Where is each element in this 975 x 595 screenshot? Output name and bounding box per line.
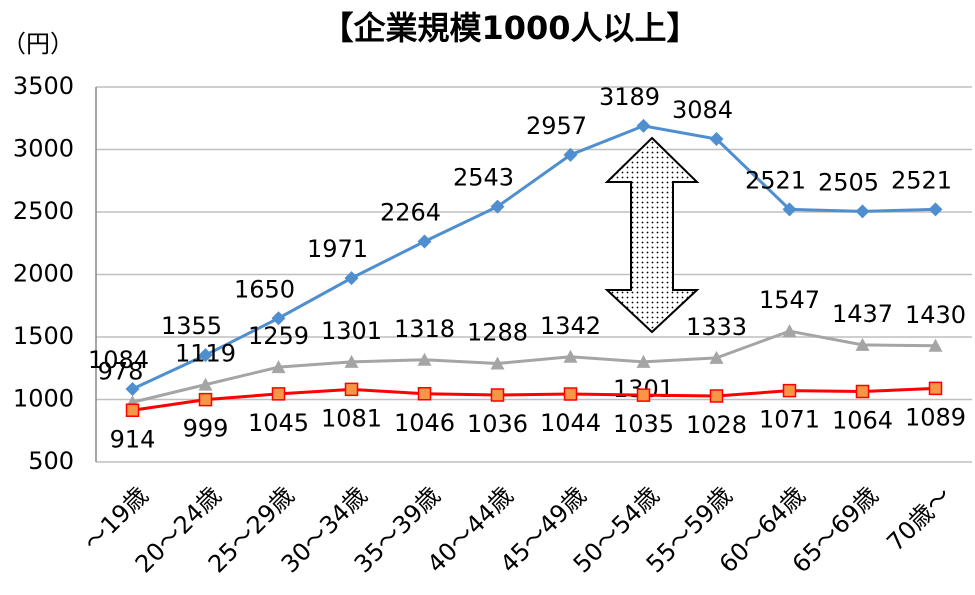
x-tick-label: 70歳～ [881,481,956,556]
data-label: 1547 [759,286,820,314]
data-label: 1342 [540,312,601,340]
marker [271,360,286,374]
data-label: 1430 [905,301,966,329]
data-label: 1333 [686,313,747,341]
data-label: 1971 [307,235,368,263]
data-label: 1318 [394,315,455,343]
marker [198,392,213,407]
marker [855,337,870,351]
data-label: 2505 [818,168,879,196]
marker [855,204,870,219]
data-label: 3084 [672,96,733,124]
marker [855,384,870,399]
data-label: 2957 [526,112,587,140]
marker [198,348,213,363]
data-label: 1035 [613,410,674,438]
marker [928,338,943,352]
marker [636,354,651,368]
data-label: 1437 [832,300,893,328]
marker [928,381,943,396]
series-line [132,386,936,412]
data-label: 914 [110,425,156,453]
data-label: 1028 [686,411,747,439]
y-tick-label: 2500 [13,197,74,225]
marker [271,387,286,401]
data-label: 2521 [891,166,952,194]
marker [125,382,140,396]
marker [782,383,797,398]
data-label: 2521 [745,166,806,194]
chart-title: 【企業規模1000人以上】 [321,9,698,47]
data-label: 1301 [321,317,382,345]
marker [344,382,359,397]
data-label: 2264 [380,199,441,227]
y-axis-label: （円） [2,30,74,58]
data-label: 1259 [248,322,309,350]
marker [563,349,578,363]
data-label: 1045 [248,409,309,437]
marker [417,352,432,366]
data-label: 1081 [321,404,382,432]
double-arrow [604,136,700,334]
data-label: 999 [183,415,229,443]
marker [417,234,432,249]
marker [344,354,359,368]
marker [563,147,578,162]
series-line [131,124,936,391]
marker [490,199,505,214]
marker [198,377,213,391]
data-label: 1084 [88,346,149,374]
marker [709,132,724,146]
data-label: 2543 [453,164,514,192]
data-label: 1288 [467,319,528,347]
data-label: 1071 [759,406,820,434]
data-label: 1064 [832,407,893,435]
plot-area: 500100015002000250030003500～19歳20～24歳25～… [13,72,972,578]
marker [490,388,505,402]
marker [636,118,651,133]
data-label: 1046 [394,409,455,437]
y-tick-label: 500 [28,447,74,475]
data-label: 1119 [175,340,236,368]
data-label: 3189 [599,83,660,111]
marker [636,388,651,402]
marker [563,387,578,401]
data-label: 1044 [540,409,601,437]
marker [490,356,505,370]
y-tick-label: 3000 [13,135,74,163]
data-label: 1089 [905,403,966,431]
y-tick-label: 2000 [13,260,74,288]
data-label: 1650 [234,275,295,303]
y-tick-label: 1500 [13,322,74,350]
series-line [132,329,936,404]
data-label: 1036 [467,410,528,438]
marker [125,403,140,417]
data-label: 1355 [161,312,222,340]
y-tick-label: 1000 [13,385,74,413]
marker [709,389,724,403]
data-label: 978 [98,357,144,385]
marker [782,324,797,338]
marker [417,387,432,401]
y-tick-label: 3500 [13,72,74,100]
marker [344,271,359,286]
marker [782,202,797,217]
marker [709,350,724,364]
marker [271,311,286,326]
marker [928,202,943,217]
